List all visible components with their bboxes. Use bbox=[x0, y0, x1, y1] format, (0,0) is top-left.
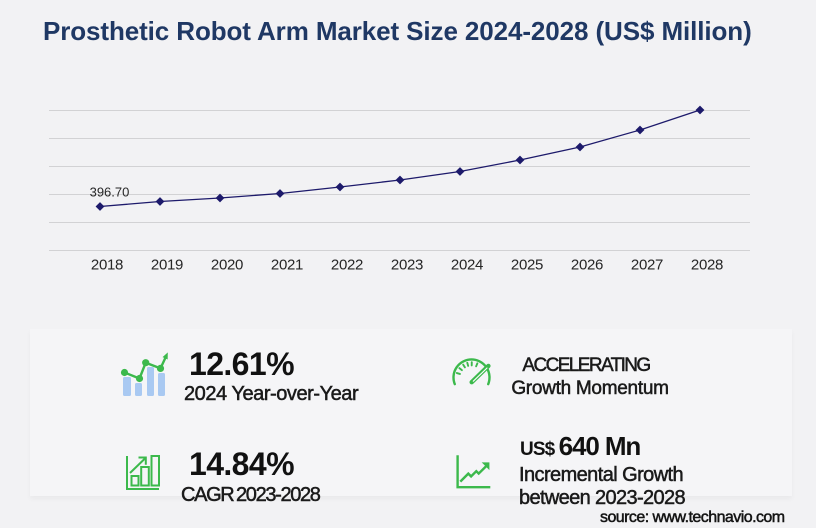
svg-text:2020: 2020 bbox=[211, 257, 243, 274]
svg-text:2023: 2023 bbox=[391, 257, 423, 274]
svg-text:2028: 2028 bbox=[691, 257, 723, 274]
svg-text:396.70: 396.70 bbox=[90, 184, 130, 199]
svg-text:2019: 2019 bbox=[151, 257, 183, 274]
svg-text:2027: 2027 bbox=[631, 257, 663, 274]
svg-text:2026: 2026 bbox=[571, 257, 603, 274]
svg-text:2024: 2024 bbox=[451, 257, 483, 274]
svg-text:2021: 2021 bbox=[271, 257, 303, 274]
svg-text:2025: 2025 bbox=[511, 257, 543, 274]
svg-text:2022: 2022 bbox=[331, 257, 363, 274]
svg-text:2018: 2018 bbox=[91, 257, 123, 274]
